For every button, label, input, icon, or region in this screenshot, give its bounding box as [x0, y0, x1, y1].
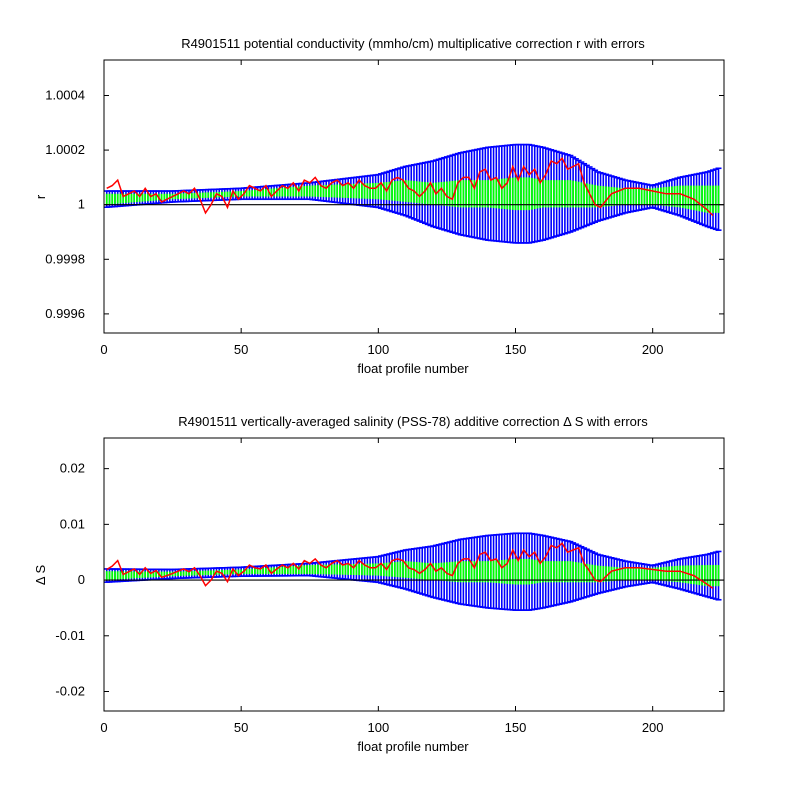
x-tick-label: 0: [100, 720, 107, 735]
series-line: [106, 157, 714, 217]
plot-frame: [103, 437, 725, 712]
x-axis-ticks: 0 50 100 150 200: [100, 60, 664, 357]
chart-title: R4901511 vertically-averaged salinity (P…: [178, 414, 648, 429]
x-tick-label: 150: [505, 720, 527, 735]
y-tick-label: 0.01: [60, 516, 85, 531]
y-tick-label: -0.01: [55, 628, 85, 643]
x-tick-label: 50: [234, 342, 248, 357]
x-tick-label: 100: [367, 342, 389, 357]
chart-panel-conductivity: R4901511 potential conductivity (mmho/cm…: [33, 36, 725, 376]
y-tick-label: 0.9998: [45, 251, 85, 266]
chart-title: R4901511 potential conductivity (mmho/cm…: [181, 36, 645, 51]
series-group: [106, 157, 714, 217]
x-axis-ticks: 0 50 100 150 200: [100, 438, 664, 735]
series-line: [106, 542, 714, 590]
x-axis-label: float profile number: [357, 739, 469, 754]
x-tick-label: 150: [505, 342, 527, 357]
y-tick-label: 0: [78, 572, 85, 587]
y-axis-label: r: [33, 194, 48, 199]
y-tick-label: 0.9996: [45, 306, 85, 321]
y-axis-ticks: -0.02 -0.01 0 0.01 0.02: [55, 461, 724, 699]
y-tick-label: 1: [78, 197, 85, 212]
y-axis-ticks: 0.9996 0.9998 1 1.0002 1.0004: [45, 87, 724, 321]
y-axis-label: Δ S: [33, 565, 48, 586]
y-tick-label: 1.0004: [45, 87, 85, 102]
x-axis-label: float profile number: [357, 361, 469, 376]
x-tick-label: 200: [642, 720, 664, 735]
x-tick-label: 100: [367, 720, 389, 735]
x-tick-label: 50: [234, 720, 248, 735]
y-tick-label: 0.02: [60, 461, 85, 476]
chart-panel-salinity: R4901511 vertically-averaged salinity (P…: [33, 414, 725, 754]
y-tick-label: -0.02: [55, 684, 85, 699]
plot-frame: [103, 59, 725, 334]
x-tick-label: 0: [100, 342, 107, 357]
x-tick-label: 200: [642, 342, 664, 357]
y-tick-label: 1.0002: [45, 142, 85, 157]
series-group: [106, 542, 714, 590]
